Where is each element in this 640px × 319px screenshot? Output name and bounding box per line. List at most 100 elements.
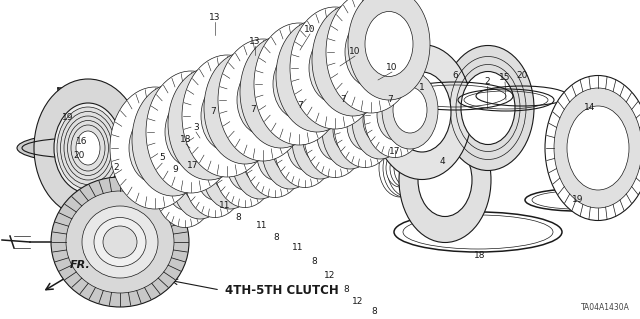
Text: 8: 8 (235, 213, 241, 222)
Ellipse shape (57, 107, 119, 189)
Ellipse shape (292, 101, 348, 179)
Ellipse shape (243, 137, 277, 183)
Text: 16: 16 (76, 137, 88, 146)
Ellipse shape (287, 120, 323, 170)
Text: FR.: FR. (70, 260, 91, 270)
Ellipse shape (273, 49, 325, 119)
Ellipse shape (334, 83, 396, 167)
Ellipse shape (232, 121, 288, 199)
Ellipse shape (461, 71, 515, 145)
Text: 18: 18 (474, 250, 486, 259)
Ellipse shape (180, 168, 194, 188)
Text: 1: 1 (419, 84, 425, 93)
Ellipse shape (66, 191, 174, 293)
Ellipse shape (51, 177, 189, 307)
Ellipse shape (545, 76, 640, 220)
Ellipse shape (34, 79, 142, 217)
Ellipse shape (204, 52, 286, 164)
Ellipse shape (326, 0, 416, 113)
Ellipse shape (347, 100, 383, 150)
Ellipse shape (65, 117, 111, 179)
Ellipse shape (567, 106, 629, 190)
Ellipse shape (67, 121, 109, 175)
Ellipse shape (154, 143, 216, 227)
Text: 8: 8 (371, 308, 377, 316)
Ellipse shape (72, 127, 104, 169)
Ellipse shape (293, 43, 341, 108)
Ellipse shape (377, 90, 413, 140)
Text: 19: 19 (572, 196, 584, 204)
Ellipse shape (262, 111, 318, 189)
Ellipse shape (62, 113, 114, 183)
Text: 7: 7 (387, 94, 393, 103)
Ellipse shape (94, 218, 146, 266)
Text: 19: 19 (62, 114, 74, 122)
Ellipse shape (175, 168, 189, 188)
Text: 10: 10 (349, 48, 361, 56)
Text: 20: 20 (516, 70, 528, 79)
Ellipse shape (221, 76, 269, 140)
Ellipse shape (274, 102, 336, 188)
Ellipse shape (348, 0, 430, 100)
Ellipse shape (393, 72, 451, 152)
Ellipse shape (190, 168, 204, 188)
Ellipse shape (218, 39, 308, 161)
Ellipse shape (146, 71, 236, 193)
Ellipse shape (168, 68, 250, 180)
Ellipse shape (183, 157, 217, 203)
Text: 5: 5 (159, 153, 165, 162)
Text: 10: 10 (387, 63, 397, 72)
Text: 12: 12 (352, 298, 364, 307)
Ellipse shape (69, 122, 107, 174)
Text: 4TH-5TH CLUTCH: 4TH-5TH CLUTCH (225, 284, 339, 296)
Text: 2: 2 (113, 164, 119, 173)
Ellipse shape (363, 97, 397, 143)
Ellipse shape (172, 141, 228, 219)
Ellipse shape (82, 206, 158, 278)
Text: 13: 13 (209, 13, 221, 23)
Ellipse shape (382, 71, 438, 149)
Ellipse shape (365, 11, 413, 77)
Ellipse shape (129, 113, 181, 183)
Ellipse shape (244, 113, 306, 197)
Ellipse shape (71, 125, 105, 171)
Text: 20: 20 (74, 151, 84, 160)
Ellipse shape (290, 7, 380, 129)
Text: 17: 17 (188, 160, 199, 169)
Ellipse shape (345, 17, 397, 87)
Ellipse shape (276, 20, 358, 132)
Text: 3: 3 (193, 123, 199, 132)
Ellipse shape (185, 92, 233, 157)
Ellipse shape (17, 134, 143, 162)
Ellipse shape (76, 131, 100, 165)
Ellipse shape (132, 84, 214, 196)
Ellipse shape (257, 130, 293, 180)
Ellipse shape (317, 110, 353, 160)
Text: 11: 11 (292, 243, 304, 253)
Text: 7: 7 (340, 95, 346, 105)
Ellipse shape (304, 93, 366, 177)
Text: 2: 2 (484, 78, 490, 86)
Text: 15: 15 (499, 73, 511, 83)
Ellipse shape (184, 132, 246, 218)
Ellipse shape (227, 140, 263, 190)
Ellipse shape (390, 149, 418, 187)
Ellipse shape (333, 107, 367, 153)
Text: 8: 8 (273, 234, 279, 242)
Ellipse shape (394, 149, 422, 187)
Ellipse shape (418, 144, 472, 217)
Text: TA04A1430A: TA04A1430A (581, 303, 630, 312)
Ellipse shape (352, 81, 408, 159)
Ellipse shape (240, 36, 322, 148)
Ellipse shape (364, 72, 426, 158)
Ellipse shape (167, 160, 203, 210)
Text: 18: 18 (180, 136, 192, 145)
Text: 7: 7 (250, 106, 256, 115)
Text: 13: 13 (249, 38, 260, 47)
Ellipse shape (64, 116, 112, 180)
Text: 11: 11 (220, 201, 231, 210)
Ellipse shape (237, 65, 289, 135)
Text: 4: 4 (439, 158, 445, 167)
Ellipse shape (54, 103, 122, 193)
Ellipse shape (197, 150, 233, 200)
